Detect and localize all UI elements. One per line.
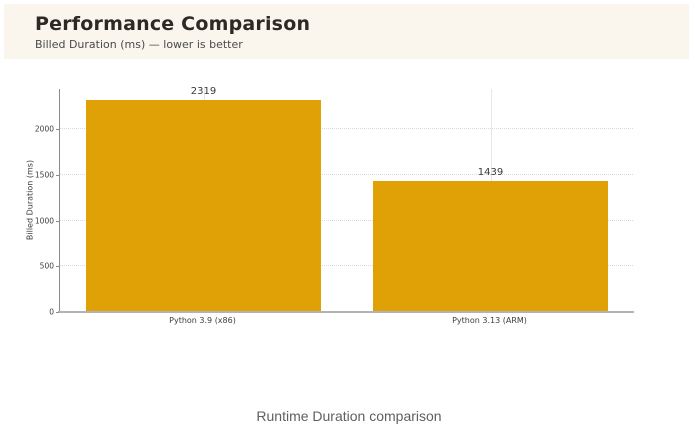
gridline-horizontal xyxy=(60,219,633,221)
y-tick-mark xyxy=(56,266,59,268)
y-tick-label: 2000 xyxy=(34,124,54,134)
x-tick-label: Python 3.9 (x86) xyxy=(169,316,236,325)
y-tick-label: 500 xyxy=(39,261,54,271)
bar-Python 3.13 (ARM) xyxy=(372,180,609,312)
bar-value-label: 1439 xyxy=(477,166,504,178)
page-title: Performance Comparison xyxy=(35,13,311,35)
gridline-horizontal xyxy=(60,128,633,130)
gridline-horizontal xyxy=(60,173,633,175)
bar-value-label: 2319 xyxy=(190,86,217,98)
y-tick-mark xyxy=(56,220,59,222)
chart-caption: Runtime Duration comparison xyxy=(256,408,442,424)
y-tick-label: 1500 xyxy=(34,170,54,180)
y-tick-mark xyxy=(56,312,59,313)
plot-area: 2319 1439 xyxy=(59,86,633,312)
x-axis-line xyxy=(58,311,634,313)
y-tick-label: 0 xyxy=(49,307,54,317)
y-axis-title: Billed Duration (ms) xyxy=(25,159,35,241)
header-band: Performance Comparison Billed Duration (… xyxy=(4,4,689,59)
y-tick-label: 1000 xyxy=(34,216,54,226)
page-subtitle: Billed Duration (ms) — lower is better xyxy=(35,38,243,51)
bar-Python 3.9 (x86) xyxy=(85,100,322,312)
gridline-horizontal xyxy=(60,265,633,267)
y-tick-mark xyxy=(56,174,59,176)
bar-chart: Billed Duration (ms) 2319 1439 Python 3.9… xyxy=(0,59,698,379)
x-tick-label: Python 3.13 (ARM) xyxy=(452,316,527,325)
y-tick-mark xyxy=(56,129,59,131)
